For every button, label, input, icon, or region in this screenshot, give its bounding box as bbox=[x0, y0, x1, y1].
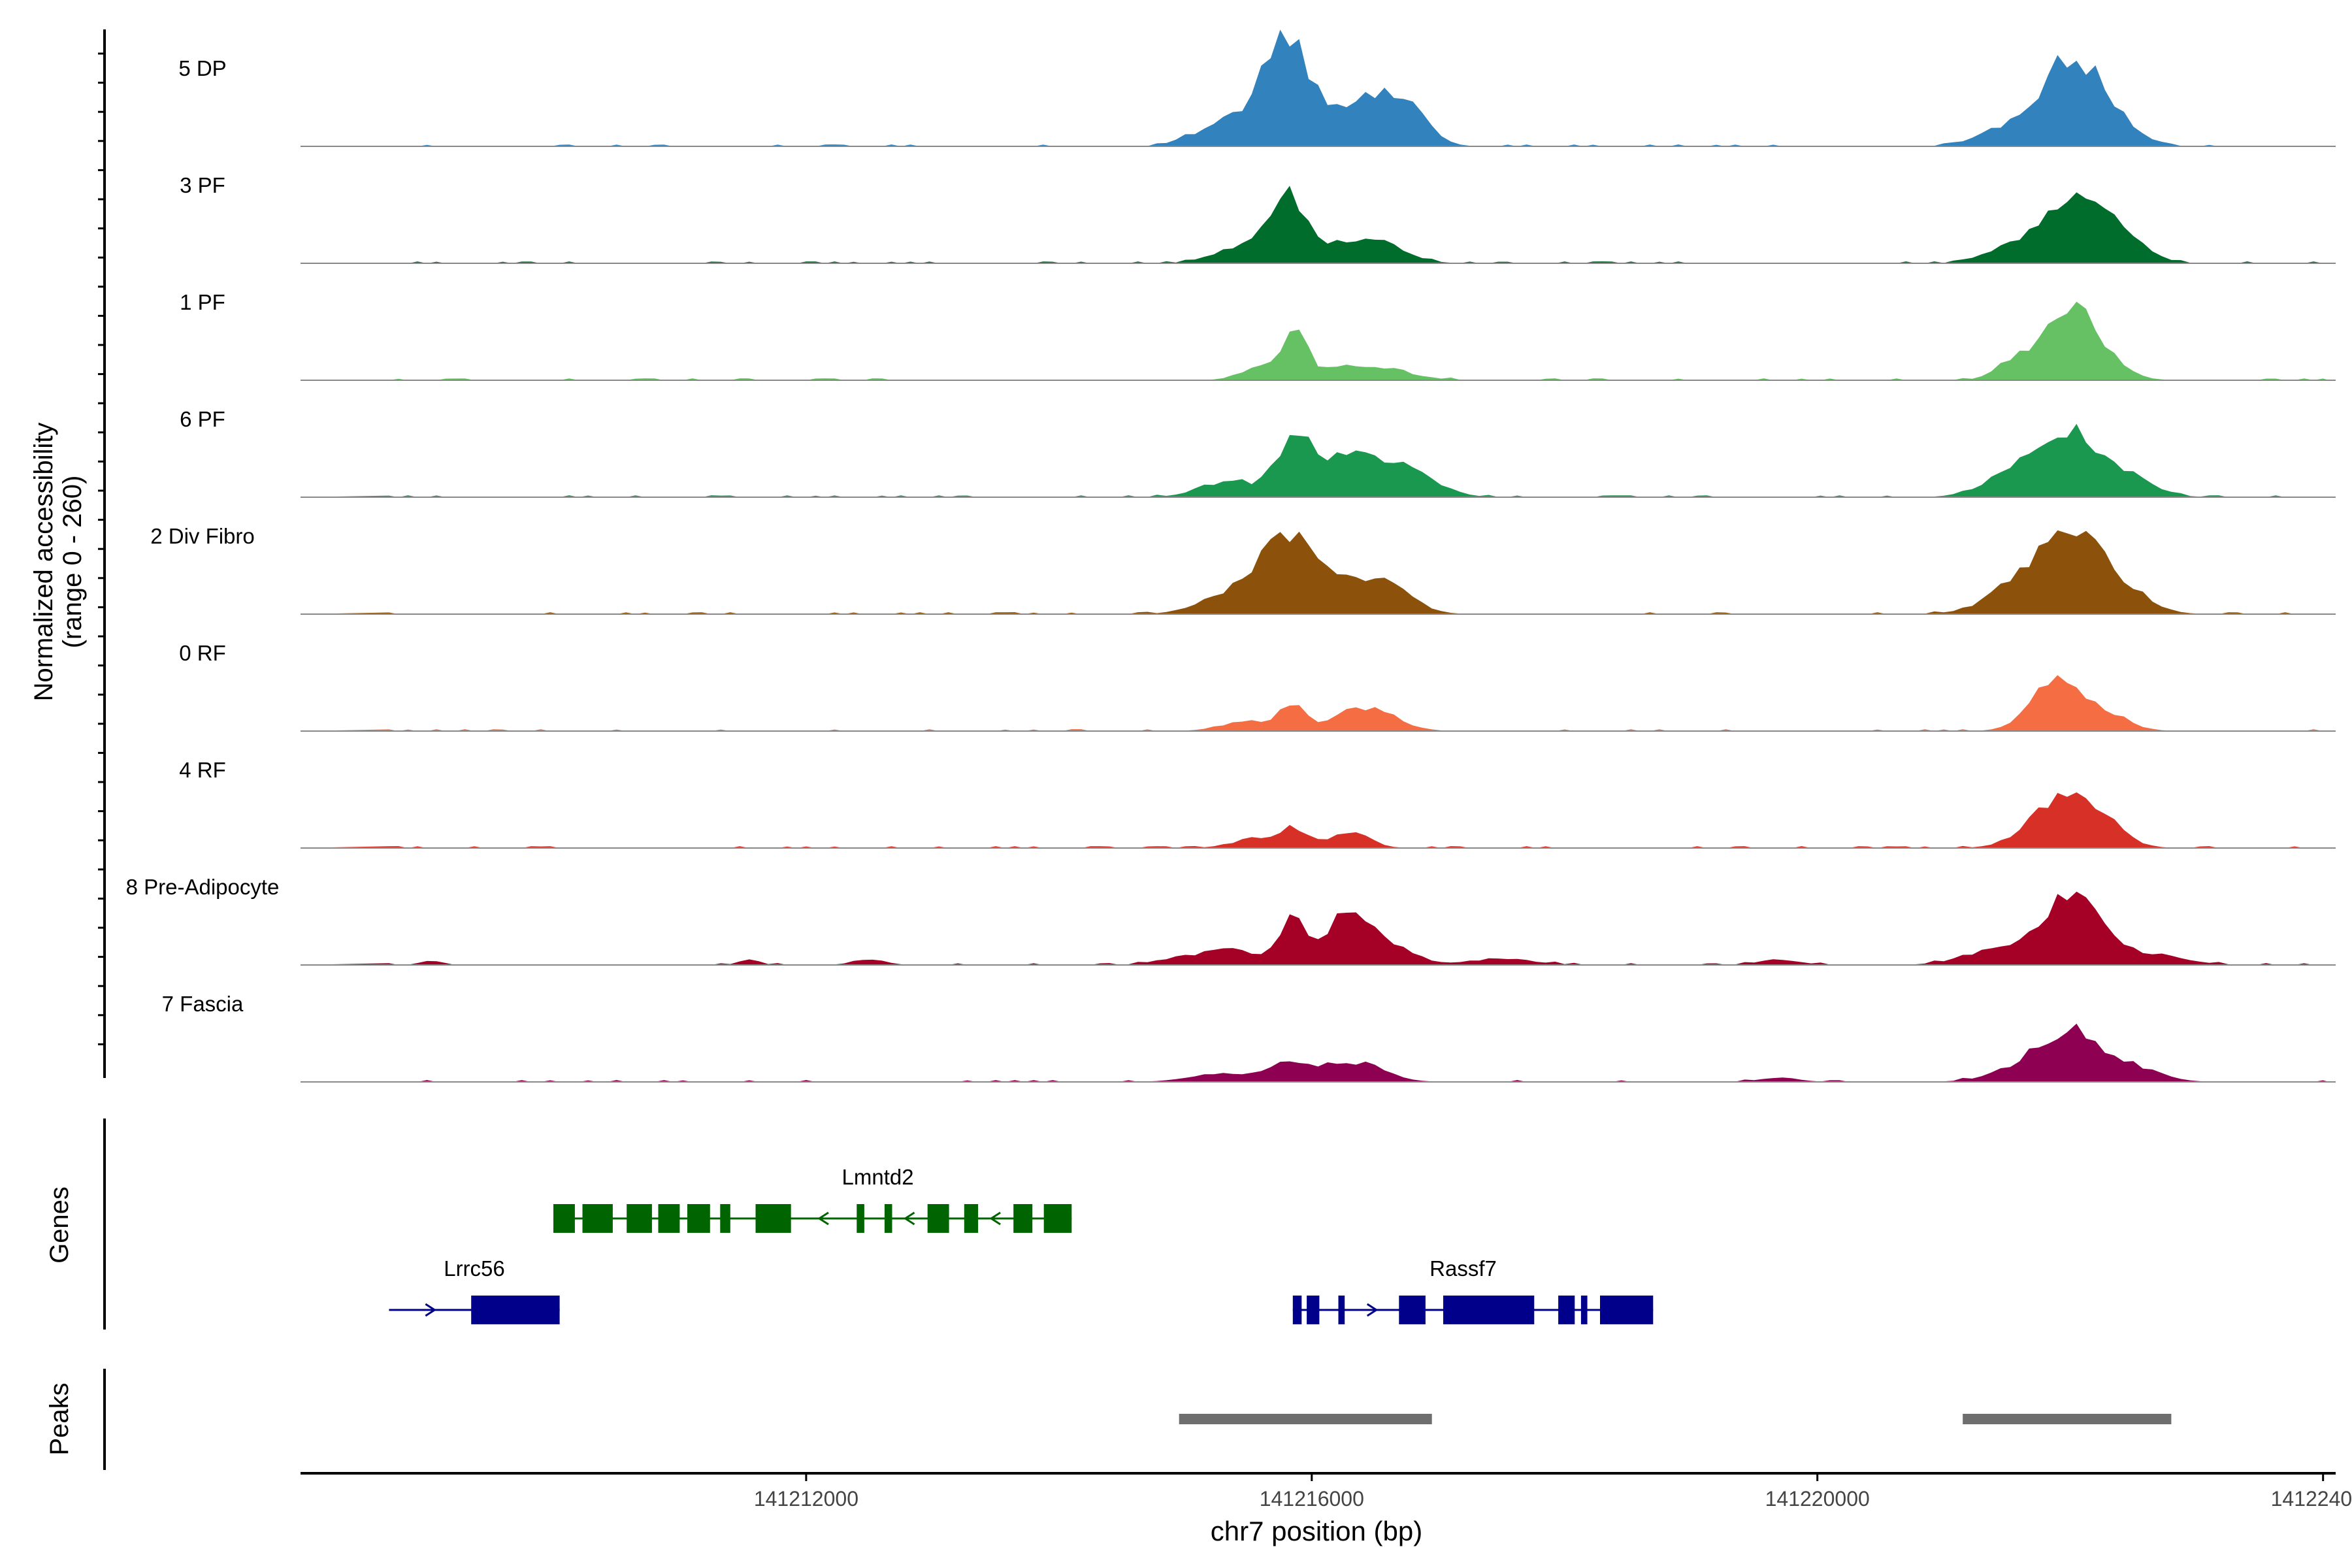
track-1-pf: 1 PF bbox=[180, 290, 2336, 381]
track-8-pre-adipocyte: 8 Pre-Adipocyte bbox=[126, 875, 2336, 966]
coverage-area-8-pre-adipocyte bbox=[301, 891, 2329, 965]
track-3-pf: 3 PF bbox=[180, 173, 2336, 264]
track-0-rf: 0 RF bbox=[179, 641, 2336, 732]
peak-region bbox=[1963, 1414, 2172, 1424]
exon bbox=[1399, 1296, 1426, 1324]
x-axis-label: chr7 position (bp) bbox=[1211, 1516, 1423, 1546]
exon bbox=[1043, 1204, 1072, 1233]
track-label-3-pf: 3 PF bbox=[180, 173, 225, 197]
coverage-area-1-pf bbox=[301, 301, 2329, 380]
exon bbox=[964, 1204, 979, 1233]
strand-arrow bbox=[989, 1211, 1001, 1226]
gene-lrrc56: Lrrc56 bbox=[389, 1256, 560, 1324]
coverage-y-axis-ticks bbox=[98, 52, 105, 1045]
exon bbox=[553, 1204, 575, 1233]
x-tick-label: 141216000 bbox=[1260, 1487, 1364, 1511]
y-axis-label-line1: Normalized accessibility bbox=[29, 423, 58, 702]
track-label-1-pf: 1 PF bbox=[180, 290, 225, 314]
exon bbox=[927, 1204, 949, 1233]
track-2-div-fibro: 2 Div Fibro bbox=[150, 524, 2336, 615]
exon bbox=[755, 1204, 791, 1233]
strand-arrow bbox=[1366, 1303, 1379, 1317]
y-axis-label-line2: (range 0 - 260) bbox=[58, 476, 87, 649]
coverage-area-2-div-fibro bbox=[301, 530, 2329, 614]
track-label-5-dp: 5 DP bbox=[178, 56, 226, 80]
x-tick-label: 141224000 bbox=[2271, 1487, 2352, 1511]
track-4-rf: 4 RF bbox=[179, 758, 2336, 849]
exon bbox=[1013, 1204, 1033, 1233]
peaks-panel-label: Peaks bbox=[45, 1382, 74, 1455]
track-label-4-rf: 4 RF bbox=[179, 758, 226, 782]
exon bbox=[1443, 1296, 1535, 1324]
exon bbox=[1292, 1296, 1302, 1324]
track-7-fascia: 7 Fascia bbox=[162, 992, 2336, 1083]
exon bbox=[1307, 1296, 1320, 1324]
x-tick-label: 141220000 bbox=[1765, 1487, 1870, 1511]
exon bbox=[884, 1204, 892, 1233]
coverage-tracks: 5 DP 3 PF 1 PF 6 PF 2 Div Fibro 0 RF 4 RF 8 Pre… bbox=[126, 29, 2336, 1083]
coverage-area-4-rf bbox=[301, 792, 2329, 848]
coverage-area-5-dp bbox=[301, 29, 2329, 147]
peaks-track bbox=[1179, 1414, 2172, 1424]
exon bbox=[1558, 1296, 1575, 1324]
track-5-dp: 5 DP bbox=[178, 29, 2336, 147]
exon bbox=[687, 1204, 710, 1233]
coverage-area-7-fascia bbox=[301, 1023, 2329, 1082]
track-label-0-rf: 0 RF bbox=[179, 641, 226, 665]
exon bbox=[857, 1204, 864, 1233]
exon bbox=[471, 1296, 560, 1324]
coverage-area-0-rf bbox=[301, 675, 2329, 731]
exon bbox=[720, 1204, 730, 1233]
exon bbox=[658, 1204, 680, 1233]
exon bbox=[1580, 1296, 1588, 1324]
gene-label-rassf7: Rassf7 bbox=[1429, 1256, 1497, 1281]
gene-label-lrrc56: Lrrc56 bbox=[444, 1256, 505, 1281]
exon bbox=[1600, 1296, 1654, 1324]
track-label-2-div-fibro: 2 Div Fibro bbox=[150, 524, 255, 548]
x-axis-ticks: 141212000 141216000 141220000 141224000 bbox=[754, 1473, 2352, 1511]
strand-arrow bbox=[817, 1211, 829, 1226]
track-label-6-pf: 6 PF bbox=[180, 407, 225, 431]
exon bbox=[627, 1204, 652, 1233]
track-label-7-fascia: 7 Fascia bbox=[162, 992, 244, 1016]
gene-lmntd2: Lmntd2 bbox=[553, 1165, 1072, 1233]
exon bbox=[1338, 1296, 1345, 1324]
gene-label-lmntd2: Lmntd2 bbox=[842, 1165, 914, 1189]
coverage-area-3-pf bbox=[301, 186, 2329, 263]
strand-arrow bbox=[903, 1211, 915, 1226]
gene-annotation-track: Lmntd2 Lrrc56 Rassf7 bbox=[389, 1165, 1654, 1324]
genes-panel-label: Genes bbox=[45, 1186, 74, 1264]
x-tick-label: 141212000 bbox=[754, 1487, 858, 1511]
track-label-8-pre-adipocyte: 8 Pre-Adipocyte bbox=[126, 875, 280, 899]
gene-rassf7: Rassf7 bbox=[1292, 1256, 1654, 1324]
peak-region bbox=[1179, 1414, 1432, 1424]
track-6-pf: 6 PF bbox=[180, 407, 2336, 498]
coverage-area-6-pf bbox=[301, 423, 2329, 497]
exon bbox=[582, 1204, 613, 1233]
strand-arrow bbox=[425, 1303, 437, 1317]
